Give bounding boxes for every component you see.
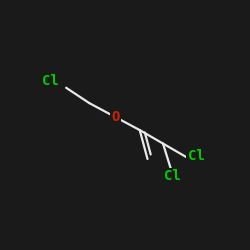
Text: Cl: Cl [42, 74, 59, 88]
Text: O: O [111, 110, 120, 124]
Text: Cl: Cl [164, 169, 181, 183]
Text: Cl: Cl [188, 149, 204, 163]
